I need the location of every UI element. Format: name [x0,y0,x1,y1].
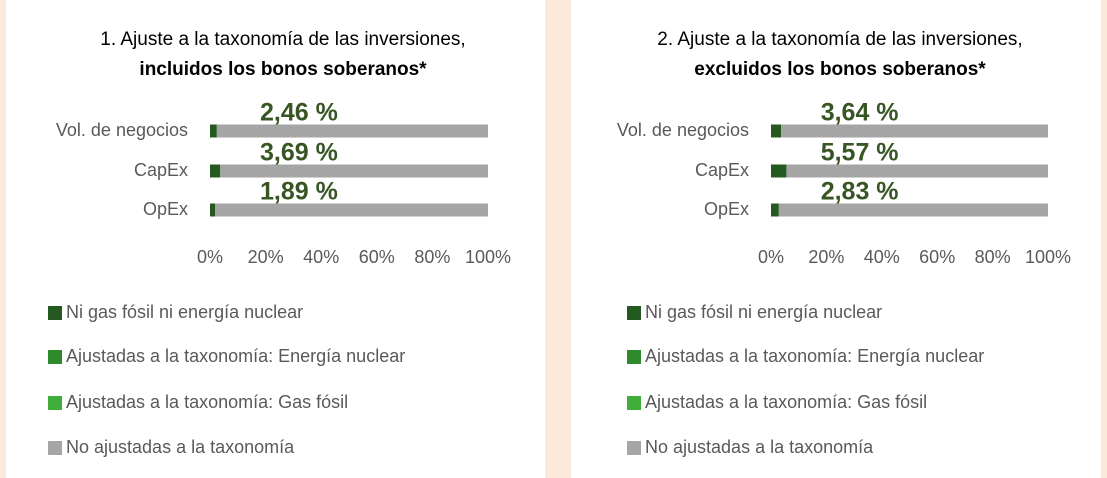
legend-swatch [627,396,641,410]
data-label: 2,83 % [821,178,899,206]
legend-label: Ajustadas a la taxonomía: Energía nuclea… [645,346,984,366]
y-tick-label: CapEx [134,160,188,180]
x-tick-label: 40% [864,247,900,267]
data-label: 2,46 % [260,99,338,127]
bar-segment [771,124,782,138]
legend-label: No ajustadas a la taxonomía [66,437,295,457]
y-tick-label: Vol. de negocios [617,120,749,140]
data-label: 3,64 % [821,99,899,127]
x-tick-label: 100% [465,247,511,267]
legend-swatch [627,306,641,320]
bar-segment [210,203,216,217]
bar-segment [778,203,1048,217]
y-tick-label: CapEx [695,160,749,180]
legend-swatch [48,396,62,410]
x-tick-label: 80% [414,247,450,267]
legend-swatch [48,441,62,455]
x-tick-label: 20% [248,247,284,267]
bar-segment [216,124,488,138]
x-tick-label: 80% [975,247,1011,267]
x-tick-label: 20% [808,247,844,267]
x-tick-label: 100% [1025,247,1071,267]
bar-segment [781,124,1048,138]
legend-swatch [627,441,641,455]
legend-label: Ajustadas a la taxonomía: Gas fósil [645,392,927,412]
data-label: 3,69 % [260,139,338,167]
x-tick-label: 60% [919,247,955,267]
panel [6,0,545,478]
x-tick-label: 0% [197,247,223,267]
legend-label: No ajustadas a la taxonomía [645,437,874,457]
bar-segment [210,164,221,178]
legend-label: Ni gas fósil ni energía nuclear [66,302,303,322]
legend-swatch [627,350,641,364]
y-tick-label: Vol. de negocios [56,120,188,140]
chart-title: 1. Ajuste a la taxonomía de las inversio… [100,29,465,50]
bar-segment [771,203,779,217]
chart-subtitle: incluidos los bonos soberanos* [139,59,427,80]
legend-label: Ajustadas a la taxonomía: Gas fósil [66,392,348,412]
legend-swatch [48,306,62,320]
bar-segment [786,164,1048,178]
data-label: 1,89 % [260,178,338,206]
x-tick-label: 60% [359,247,395,267]
panel [571,0,1101,478]
data-label: 5,57 % [821,139,899,167]
chart-subtitle: excluidos los bonos soberanos* [694,59,986,80]
y-tick-label: OpEx [704,199,749,219]
chart-title: 2. Ajuste a la taxonomía de las inversio… [657,29,1022,50]
x-tick-label: 0% [758,247,784,267]
y-tick-label: OpEx [143,199,188,219]
bar-segment [771,164,787,178]
legend-label: Ajustadas a la taxonomía: Energía nuclea… [66,346,405,366]
legend-swatch [48,350,62,364]
x-tick-label: 40% [303,247,339,267]
bar-segment [210,124,217,138]
bar-segment [220,164,489,178]
bar-segment [215,203,488,217]
legend-label: Ni gas fósil ni energía nuclear [645,302,882,322]
